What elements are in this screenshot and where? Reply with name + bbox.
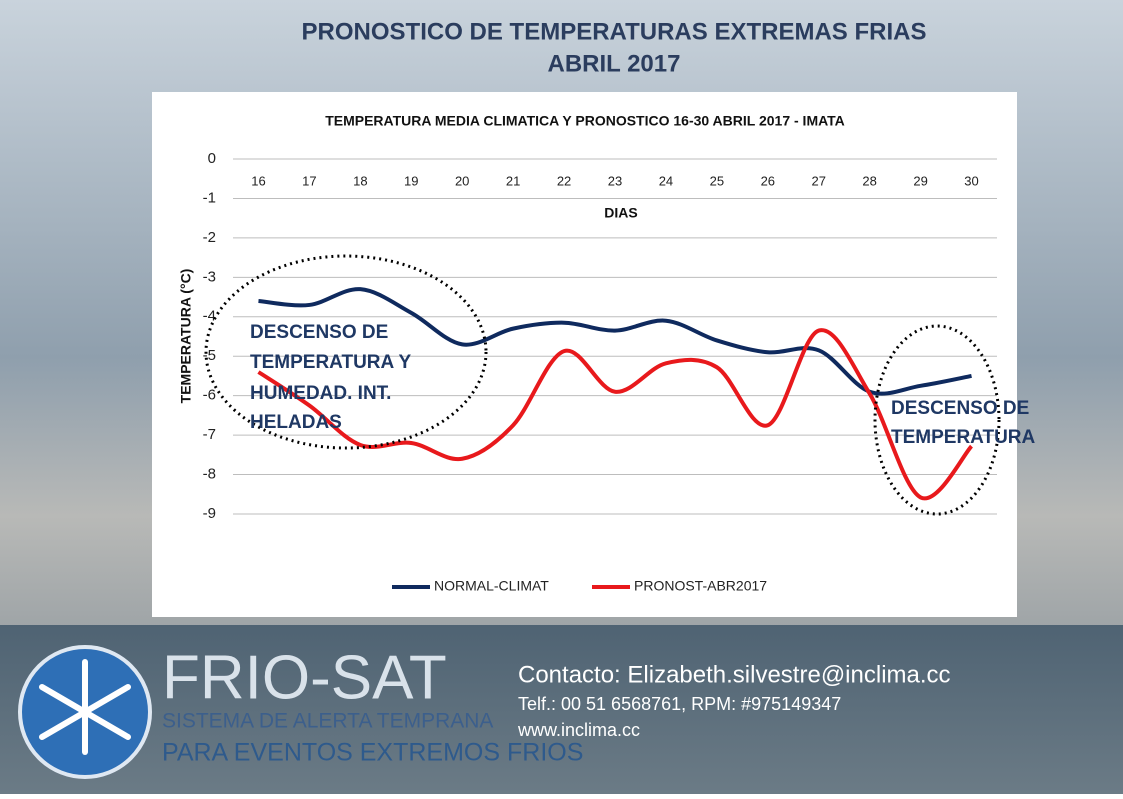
logo xyxy=(18,645,152,779)
x-tick-label: 18 xyxy=(353,173,367,188)
chart-title: TEMPERATURA MEDIA CLIMATICA Y PRONOSTICO… xyxy=(325,113,845,129)
x-tick-label: 19 xyxy=(404,173,418,188)
y-tick-label: -3 xyxy=(203,268,216,285)
chart-area xyxy=(152,92,1017,617)
x-tick-label: 16 xyxy=(251,173,265,188)
y-tick-label: -5 xyxy=(203,347,216,364)
x-tick-label: 21 xyxy=(506,173,520,188)
annotation-ellipse xyxy=(204,254,488,450)
annotation-text: DESCENSO DE xyxy=(891,398,1029,419)
legend-label: PRONOST-ABR2017 xyxy=(634,578,767,594)
x-tick-label: 23 xyxy=(608,173,622,188)
annotation-ellipse xyxy=(873,324,1001,516)
x-tick-label: 25 xyxy=(710,173,724,188)
slide-subtitle: ABRIL 2017 xyxy=(548,50,681,77)
annotation-text: HELADAS xyxy=(250,412,342,433)
slide-title: PRONOSTICO DE TEMPERATURAS EXTREMAS FRIA… xyxy=(302,18,927,45)
x-tick-label: 29 xyxy=(913,173,927,188)
x-tick-label: 20 xyxy=(455,173,469,188)
x-tick-label: 22 xyxy=(557,173,571,188)
x-tick-label: 24 xyxy=(659,173,673,188)
series-line xyxy=(258,287,972,396)
y-axis-label: TEMPERATURA (°C) xyxy=(178,269,194,404)
footer-band xyxy=(0,625,1123,794)
x-tick-label: 27 xyxy=(811,173,825,188)
x-axis-label: DIAS xyxy=(604,205,637,221)
y-tick-label: -7 xyxy=(203,426,216,443)
annotation-text: DESCENSO DE xyxy=(250,322,388,343)
tagline: SISTEMA DE ALERTA TEMPRANA xyxy=(162,710,493,733)
y-tick-label: -8 xyxy=(203,466,216,483)
tagline: PARA EVENTOS EXTREMOS FRIOS xyxy=(162,739,583,767)
website: www.inclima.cc xyxy=(517,720,640,740)
annotation-text: TEMPERATURA xyxy=(891,427,1036,448)
y-tick-label: -6 xyxy=(203,387,216,404)
annotation-text: TEMPERATURA Y xyxy=(250,352,411,373)
y-tick-label: 0 xyxy=(208,150,216,167)
brand: FRIO-SAT xyxy=(162,643,447,712)
contact: Contacto: Elizabeth.silvestre@inclima.cc xyxy=(518,661,951,688)
y-tick-label: -4 xyxy=(203,308,216,325)
x-tick-label: 30 xyxy=(964,173,978,188)
x-tick-label: 28 xyxy=(862,173,876,188)
x-tick-label: 26 xyxy=(761,173,775,188)
legend-label: NORMAL-CLIMAT xyxy=(434,578,549,594)
x-tick-label: 17 xyxy=(302,173,316,188)
y-tick-label: -2 xyxy=(203,229,216,246)
y-tick-label: -1 xyxy=(203,189,216,206)
y-tick-label: -9 xyxy=(203,505,216,522)
annotation-text: HUMEDAD. INT. xyxy=(250,383,391,404)
phone: Telf.: 00 51 6568761, RPM: #975149347 xyxy=(518,694,841,714)
